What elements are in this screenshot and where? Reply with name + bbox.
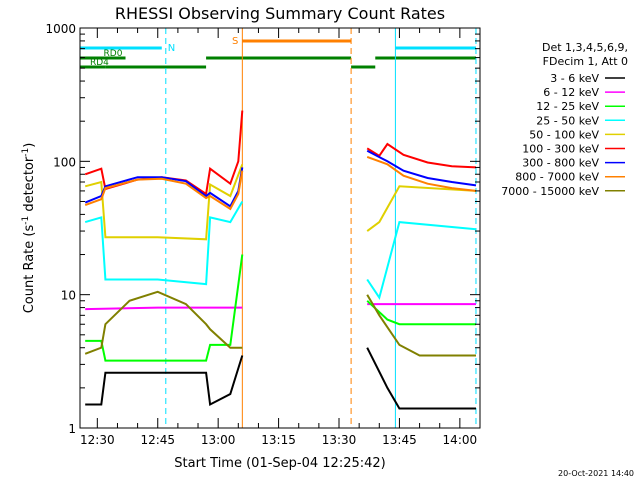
decimation-label: RD0: [104, 49, 123, 59]
x-tick-label: 13:30: [322, 433, 357, 447]
series-line-8: [84, 290, 476, 357]
y-axis-label-part: Count Rate (s: [22, 225, 37, 314]
decimation-label: RD4: [90, 58, 109, 68]
footer-date: 20-Oct-2021 14:40: [558, 469, 634, 478]
legend-entry-label: 12 - 25 keV: [536, 100, 599, 113]
x-axis-label: Start Time (01-Sep-04 12:25:42): [174, 456, 385, 471]
y-axis-label-part: -1: [21, 148, 31, 157]
series-line-0: [85, 347, 476, 410]
saa-label: S: [232, 36, 238, 47]
series-line-4: [84, 163, 477, 241]
legend-entry-label: 3 - 6 keV: [550, 72, 599, 85]
legend-entry-label: 50 - 100 keV: [529, 128, 599, 141]
y-axis-label: Count Rate (s-1 detector-1): [21, 143, 37, 314]
y-axis-label-part: -1: [21, 216, 31, 225]
legend-entry-label: 7000 - 15000 keV: [501, 185, 599, 198]
y-axis-label-part: ): [22, 143, 37, 148]
y-tick-label: 1000: [45, 22, 76, 36]
x-tick-label: 13:45: [382, 433, 417, 447]
legend-entry-label: 100 - 300 keV: [522, 143, 599, 156]
legend-entry-label: 800 - 7000 keV: [515, 171, 599, 184]
legend-header: FDecim 1, Att 0: [543, 55, 628, 68]
legend-header: Det 1,3,4,5,6,9,: [542, 41, 628, 54]
legend-entry-label: 6 - 12 keV: [543, 86, 599, 99]
legend-entry-label: 25 - 50 keV: [536, 114, 599, 127]
x-tick-label: 14:00: [443, 433, 478, 447]
y-tick-label: 100: [53, 155, 76, 169]
series-line-7: [84, 155, 477, 211]
plot-frame: [79, 27, 481, 429]
y-tick-label: 1: [68, 422, 76, 436]
x-tick-label: 12:45: [140, 433, 175, 447]
x-tick-label: 12:30: [80, 433, 115, 447]
night-label: N: [168, 43, 175, 54]
x-tick-label: 13:00: [201, 433, 236, 447]
y-axis-label-part: detector: [22, 156, 37, 216]
series-line-3: [84, 200, 477, 300]
legend-entry-label: 300 - 800 keV: [522, 157, 599, 170]
y-tick-label: 10: [61, 289, 76, 303]
chart-title: RHESSI Observing Summary Count Rates: [115, 4, 445, 23]
x-tick-label: 13:15: [261, 433, 296, 447]
